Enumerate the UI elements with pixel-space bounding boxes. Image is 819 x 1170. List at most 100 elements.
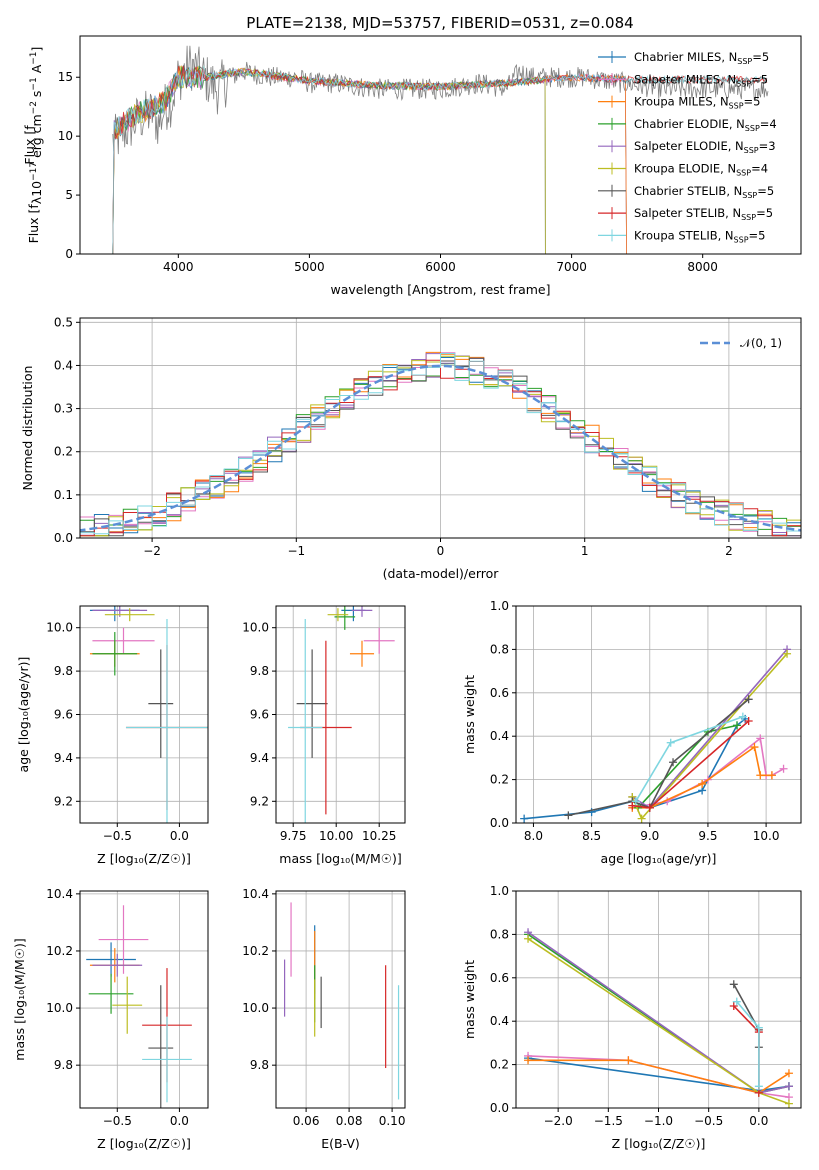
x-axis-label: Z [log₁₀(Z/Z☉)] — [97, 851, 191, 866]
legend-name: Kroupa ELODIE, N — [634, 162, 736, 176]
panel-spectrum: 4000 5000 6000 7000 8000 0 5 10 15 wavelength [An… — [22, 14, 802, 297]
model-spectrum-line — [112, 68, 627, 254]
weight-marker — [669, 758, 678, 767]
weight-marker — [756, 734, 765, 743]
y-tick-label: 1.0 — [490, 884, 509, 898]
x-tick-label: 9.75 — [280, 829, 307, 843]
y-tick-label: 0.5 — [54, 315, 73, 329]
x-tick-label: 1 — [581, 544, 589, 558]
legend-sub: SSP — [745, 124, 760, 133]
y-tick-label: 10.0 — [46, 621, 73, 635]
x-tick-label: 0.0 — [749, 1114, 768, 1128]
x-tick-label: 10.0 — [753, 829, 780, 843]
axes-frame — [79, 317, 802, 539]
x-tick-label: 9.0 — [640, 829, 659, 843]
y-axis-label-part: −17 — [29, 162, 39, 181]
x-tick-label: 10.00 — [319, 829, 353, 843]
y-tick-label: 10.4 — [242, 887, 269, 901]
axes-frame — [275, 605, 406, 824]
y-tick-label: 9.8 — [250, 1058, 269, 1072]
y-tick-label: 10.0 — [242, 621, 269, 635]
y-tick-label: 9.8 — [54, 1058, 73, 1072]
y-tick-label: 0.8 — [490, 927, 509, 941]
weight-marker — [729, 980, 738, 989]
legend-count: =5 — [751, 72, 768, 86]
x-tick-label: −1 — [287, 544, 305, 558]
weight-marker — [744, 717, 753, 726]
y-tick-label: 0.2 — [490, 1058, 509, 1072]
legend-label: Chabrier MILES, NSSP=5 — [634, 50, 769, 66]
y-tick-label: 0.1 — [54, 488, 73, 502]
weight-line — [736, 1001, 760, 1087]
legend-name: Kroupa STELIB, N — [634, 228, 734, 242]
legend-count: =5 — [756, 206, 773, 220]
weight-marker — [744, 695, 753, 704]
y-axis-label-part: A — [29, 64, 44, 77]
legend-name: Chabrier STELIB, N — [634, 184, 742, 198]
weight-marker — [698, 779, 707, 788]
x-tick-label: −1.5 — [594, 1114, 623, 1128]
panel-weight_vs_Z: −2.0 −1.5 −1.0 −0.5 0.0 0.0 0.2 0.4 0.6 0.8 1.0 Z [… — [462, 884, 802, 1151]
x-axis-label: mass [log₁₀(M/M☉)] — [279, 851, 401, 866]
y-tick-label: 0.2 — [54, 445, 73, 459]
y-tick-label: 0.3 — [54, 402, 73, 416]
legend-label: Kroupa ELODIE, NSSP=4 — [634, 162, 768, 178]
observed-spectrum-line — [112, 45, 769, 155]
axes-frame — [275, 890, 406, 1109]
y-tick-label: 9.8 — [54, 664, 73, 678]
residual-histogram — [80, 353, 801, 537]
y-tick-label: 9.6 — [54, 708, 73, 722]
y-axis-label-part: erg cm — [29, 114, 44, 162]
y-tick-label: 0 — [65, 247, 73, 261]
y-tick-label: 10.2 — [242, 944, 269, 958]
y-tick-label: 10.2 — [46, 944, 73, 958]
y-axis-label: Flux [f — [22, 125, 37, 165]
y-tick-label: 0.6 — [490, 686, 509, 700]
weight-marker — [732, 997, 741, 1006]
model-spectrum-line — [112, 67, 546, 254]
x-tick-label: −0.5 — [103, 829, 132, 843]
plot-area — [89, 606, 208, 823]
x-tick-label: 0.10 — [379, 1114, 406, 1128]
legend-label: Salpeter STELIB, NSSP=5 — [634, 206, 773, 222]
weight-marker — [754, 1023, 763, 1032]
x-tick-label: 0 — [437, 544, 445, 558]
x-tick-label: 9.5 — [698, 829, 717, 843]
plot-area — [284, 902, 400, 1100]
legend-label: Salpeter MILES, NSSP=5 — [634, 72, 768, 88]
plot-area — [524, 928, 793, 1108]
y-tick-label: 0.4 — [490, 1014, 509, 1028]
model-spectrum-line — [112, 65, 627, 254]
y-axis-label: Flux [fλ10−17 erg cm−2 s−1 A−1] — [26, 47, 44, 244]
y-axis-label-part: ] — [29, 47, 44, 52]
legend-sub: SSP — [742, 191, 757, 200]
legend-sub: SSP — [729, 102, 744, 111]
y-tick-label: 15 — [58, 70, 73, 84]
weight-marker — [767, 771, 776, 780]
legend-count: =5 — [744, 95, 761, 109]
x-tick-label: 0.0 — [170, 1114, 189, 1128]
weight-marker — [729, 1002, 738, 1011]
y-tick-label: 0.2 — [490, 773, 509, 787]
legend-name: Chabrier ELODIE, N — [634, 117, 745, 131]
legend-name: Salpeter ELODIE, N — [634, 139, 744, 153]
x-tick-label: 6000 — [425, 260, 456, 274]
y-tick-label: 10.0 — [46, 1001, 73, 1015]
legend-label: Kroupa MILES, NSSP=5 — [634, 95, 760, 111]
plot-area — [86, 905, 192, 1108]
legend-label: Chabrier ELODIE, NSSP=4 — [634, 117, 777, 133]
axes-frame — [79, 890, 209, 1109]
legend-count: =5 — [757, 184, 774, 198]
x-axis-label: E(B-V) — [321, 1136, 360, 1151]
weight-marker — [738, 712, 747, 721]
legend-label: Chabrier STELIB, NSSP=5 — [634, 184, 774, 200]
y-tick-label: 0.6 — [490, 971, 509, 985]
x-axis-label: Z [log₁₀(Z/Z☉)] — [97, 1136, 191, 1151]
x-axis-label: wavelength [Angstrom, rest frame] — [330, 282, 550, 297]
legend-sub: SSP — [736, 169, 751, 178]
y-axis-label: mass weight — [462, 675, 477, 754]
plot-area — [80, 351, 801, 537]
panel-mass_vs_EBV: 0.06 0.08 0.10 9.8 10.0 10.2 10.4 E(B-V) — [242, 887, 406, 1151]
y-axis-label-part: Flux [f — [26, 204, 41, 244]
model-spectrum-line — [112, 65, 546, 254]
